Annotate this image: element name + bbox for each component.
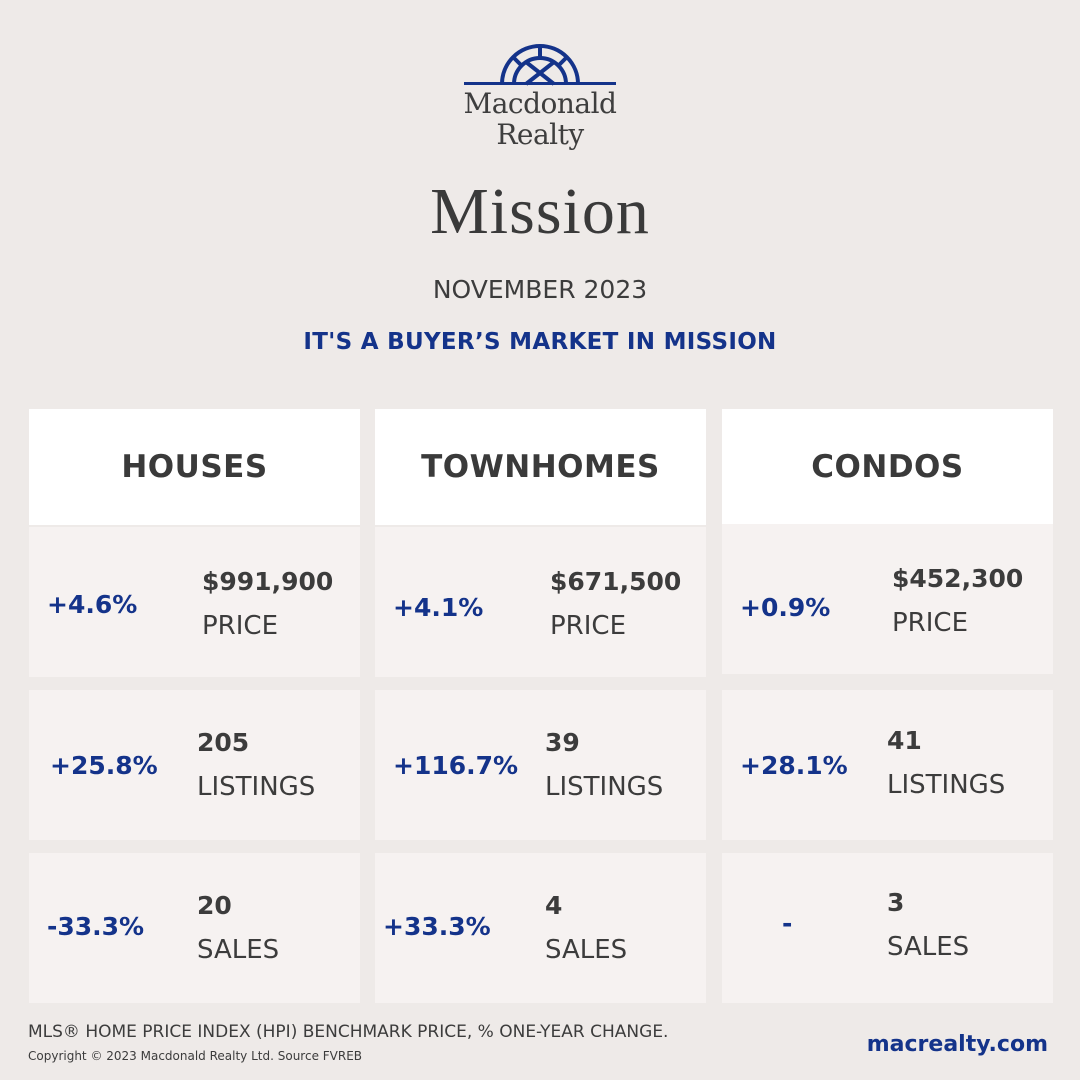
city-title: Mission — [430, 175, 650, 248]
price-card: +4.6% $991,900 PRICE — [29, 527, 360, 677]
listings-change: +116.7% — [393, 751, 519, 780]
price-label: PRICE — [892, 608, 968, 638]
price-label: PRICE — [202, 611, 278, 641]
column-townhomes: TOWNHOMES +4.1% $671,500 PRICE +116.7% 3… — [375, 409, 706, 1003]
market-headline: IT'S A BUYER’S MARKET IN MISSION — [303, 329, 777, 355]
price-change: +4.1% — [393, 593, 484, 622]
sales-change: +33.3% — [383, 912, 491, 941]
report-period: NOVEMBER 2023 — [432, 275, 648, 304]
sales-label: SALES — [545, 935, 628, 965]
logo-arch-icon — [464, 44, 616, 86]
brand-name-line2: Realty — [496, 118, 584, 151]
listings-label: LISTINGS — [197, 772, 316, 802]
listings-card: +25.8% 205 LISTINGS — [29, 690, 360, 840]
copyright: Copyright © 2023 Macdonald Realty Ltd. S… — [28, 1049, 363, 1063]
listings-value: 41 — [887, 726, 922, 755]
website-link[interactable]: macrealty.com — [866, 1032, 1048, 1057]
listings-card: +28.1% 41 LISTINGS — [722, 690, 1053, 840]
listings-value: 39 — [545, 728, 580, 757]
sales-value: 20 — [197, 891, 232, 920]
sales-change: - — [782, 909, 793, 938]
sales-card: -33.3% 20 SALES — [29, 853, 360, 1003]
price-card: +4.1% $671,500 PRICE — [375, 527, 706, 677]
listings-label: LISTINGS — [545, 772, 664, 802]
footnote: MLS® HOME PRICE INDEX (HPI) BENCHMARK PR… — [28, 1022, 669, 1042]
price-change: +0.9% — [740, 593, 831, 622]
sales-change: -33.3% — [47, 912, 145, 941]
sales-card: - 3 SALES — [722, 853, 1053, 1003]
sales-value: 4 — [545, 891, 563, 920]
price-change: +4.6% — [47, 590, 138, 619]
brand-name-line1: Macdonald — [463, 87, 617, 120]
listings-card: +116.7% 39 LISTINGS — [375, 690, 706, 840]
listings-change: +28.1% — [740, 751, 848, 780]
price-card: +0.9% $452,300 PRICE — [722, 524, 1053, 674]
column-title: HOUSES — [29, 409, 360, 525]
column-condos: CONDOS +0.9% $452,300 PRICE +28.1% 41 LI… — [722, 409, 1053, 1003]
column-title: TOWNHOMES — [375, 409, 706, 525]
sales-label: SALES — [887, 932, 970, 962]
listings-change: +25.8% — [50, 751, 158, 780]
column-title: CONDOS — [722, 409, 1053, 525]
listings-label: LISTINGS — [887, 770, 1006, 800]
price-value: $452,300 — [892, 564, 1024, 593]
brand-logo: Macdonald Realty — [440, 40, 640, 170]
column-houses: HOUSES +4.6% $991,900 PRICE +25.8% 205 L… — [29, 409, 360, 1003]
sales-label: SALES — [197, 935, 280, 965]
sales-card: +33.3% 4 SALES — [375, 853, 706, 1003]
sales-value: 3 — [887, 888, 905, 917]
price-value: $671,500 — [550, 567, 682, 596]
price-label: PRICE — [550, 611, 626, 641]
price-value: $991,900 — [202, 567, 334, 596]
listings-value: 205 — [197, 728, 250, 757]
